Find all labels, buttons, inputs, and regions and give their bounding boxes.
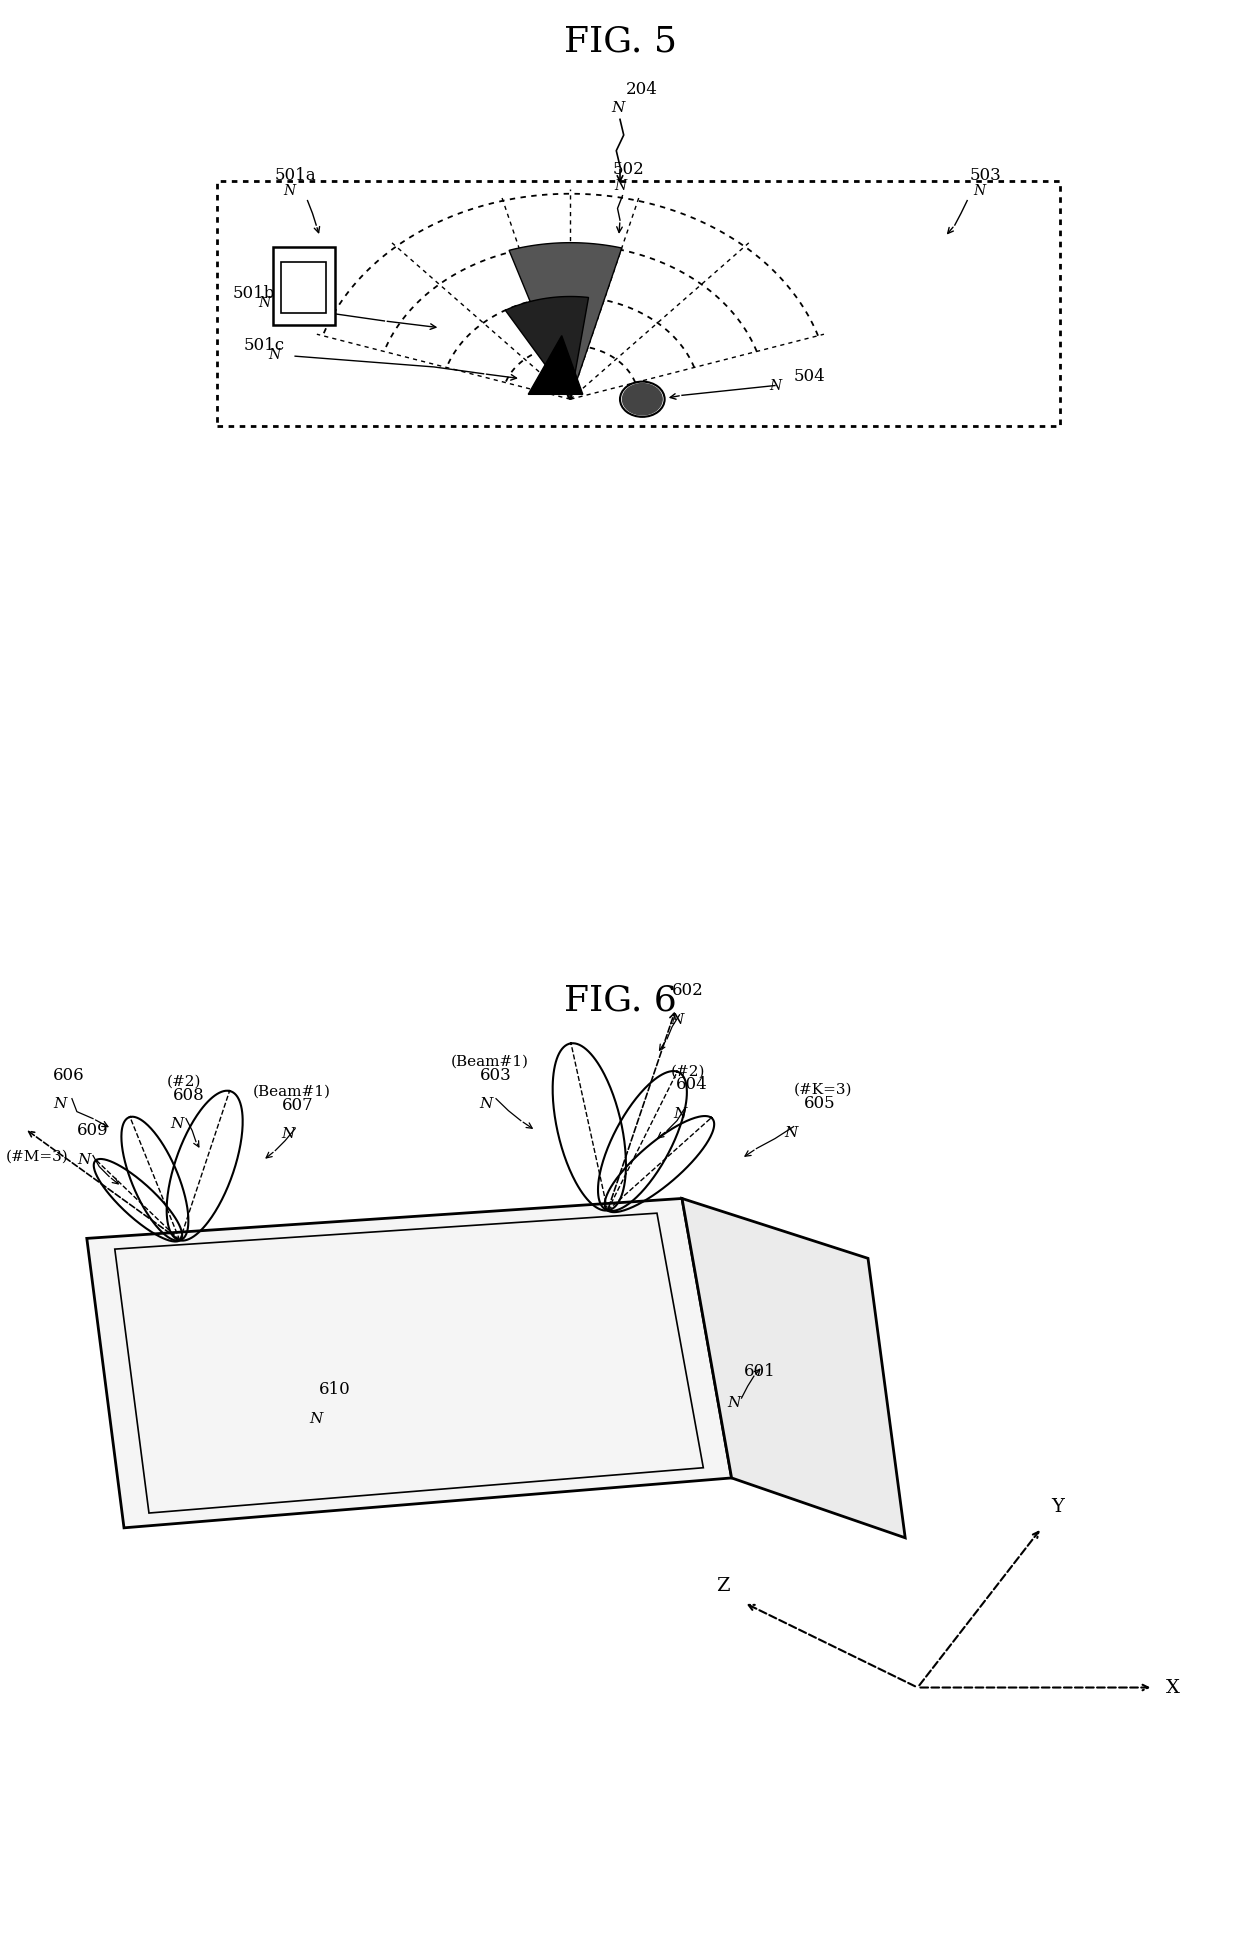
Text: 603: 603 [480,1067,512,1084]
Text: FIG. 5: FIG. 5 [563,23,677,59]
Text: N: N [310,1413,322,1427]
Text: X: X [1166,1679,1179,1697]
Text: N: N [281,1127,294,1141]
Text: FIG. 6: FIG. 6 [564,984,676,1018]
Text: N: N [78,1153,91,1166]
Text: 609: 609 [77,1121,109,1139]
Text: 501c: 501c [244,337,285,354]
Bar [273,247,335,325]
Text: N: N [53,1096,66,1112]
Polygon shape [528,337,583,395]
Text: N: N [283,184,295,198]
Text: N: N [480,1096,492,1112]
Text: N: N [673,1106,686,1121]
Text: 607: 607 [281,1096,314,1114]
Text: N: N [171,1117,184,1131]
Text: (Beam#1): (Beam#1) [451,1055,528,1069]
FancyBboxPatch shape [217,180,1060,425]
Text: N: N [268,348,280,362]
Text: 501b: 501b [233,286,275,301]
Text: N: N [258,296,270,311]
Text: (#M=3): (#M=3) [6,1149,68,1164]
Text: 606: 606 [52,1067,84,1084]
Text: 605: 605 [804,1094,836,1112]
Text: N: N [785,1125,797,1139]
Text: (Beam#1): (Beam#1) [253,1084,330,1098]
Text: (#2): (#2) [671,1065,706,1078]
Text: 502: 502 [613,160,645,178]
Text: N: N [769,378,781,393]
Text: 503: 503 [970,166,1002,184]
Polygon shape [87,1198,732,1528]
Text: Y: Y [1052,1497,1064,1517]
Polygon shape [506,297,589,399]
Text: 610: 610 [319,1382,351,1397]
Text: N: N [611,102,624,115]
Polygon shape [682,1198,905,1538]
Text: 501a: 501a [274,166,316,184]
Text: N: N [614,178,626,192]
Bar [281,262,326,313]
Text: 608: 608 [172,1086,205,1104]
Text: 504: 504 [794,368,826,386]
Text: 601: 601 [744,1364,776,1380]
Text: (#2): (#2) [166,1074,201,1088]
Text: Z: Z [715,1577,729,1595]
Text: N: N [728,1395,740,1411]
Polygon shape [510,243,621,399]
Text: 204: 204 [626,80,658,98]
Text: N: N [973,184,986,198]
Text: 602: 602 [672,982,704,998]
Circle shape [622,384,662,415]
Text: (#K=3): (#K=3) [794,1082,852,1096]
Text: 604: 604 [676,1076,708,1092]
Text: N: N [671,1014,683,1027]
